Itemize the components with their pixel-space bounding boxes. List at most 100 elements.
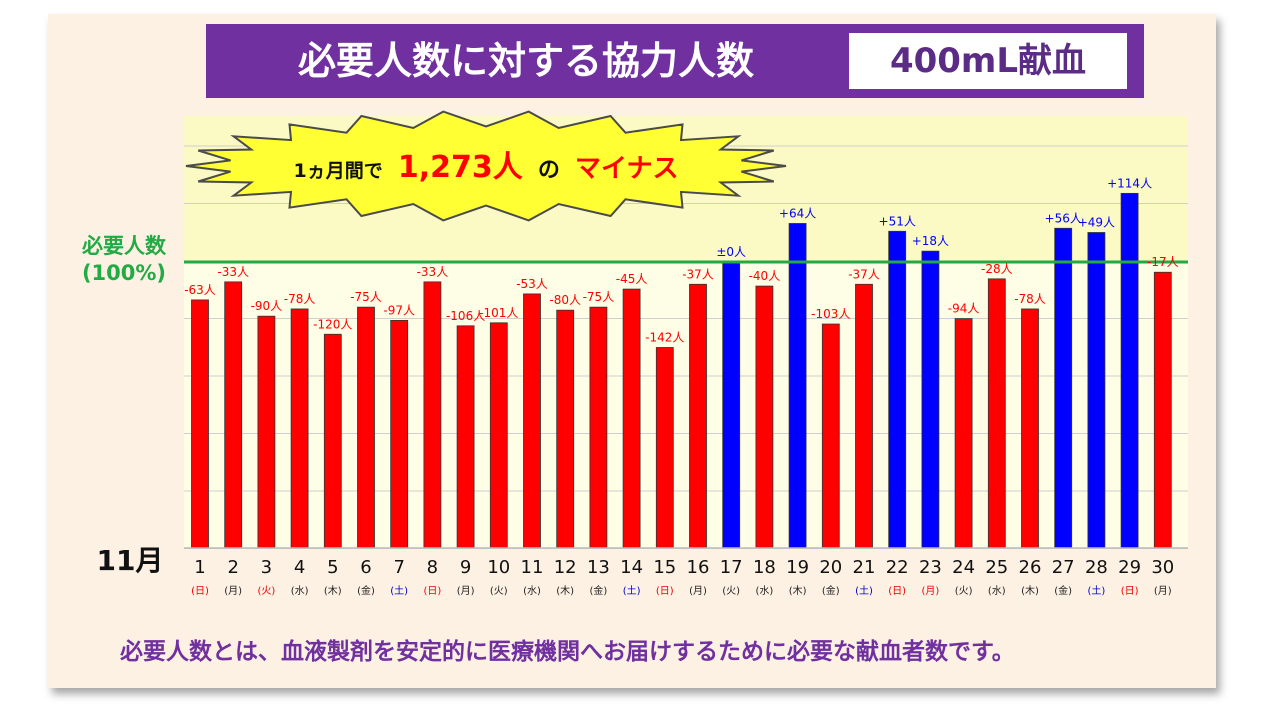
- tick-label: 11: [521, 557, 544, 578]
- page-title: 必要人数に対する協力人数: [297, 39, 754, 83]
- weekday-label: (水): [291, 585, 309, 597]
- weekday-label: (金): [822, 584, 840, 597]
- callout-suffix: マイナス: [575, 154, 678, 184]
- tick-label: 3: [261, 557, 272, 578]
- reference-label-line2: (100%): [82, 261, 166, 285]
- data-label: -28人: [981, 262, 1013, 276]
- tick-label: 23: [919, 557, 942, 578]
- data-label: -53人: [516, 277, 548, 291]
- bar-day-3: [257, 315, 276, 549]
- data-label: -33人: [417, 265, 449, 279]
- weekday-label: (水): [755, 585, 773, 597]
- donation-type-badge: 400mL献血: [849, 33, 1127, 89]
- starburst-callout: 1ヵ月間で 1,273人 の マイナス: [185, 110, 787, 222]
- bar-day-2: [224, 281, 243, 549]
- tick-label: 24: [952, 557, 975, 578]
- bar-day-25: [987, 278, 1006, 549]
- bar-day-26: [1021, 308, 1039, 549]
- tick-label: 13: [587, 557, 610, 578]
- callout-prefix: 1ヵ月間で: [294, 160, 383, 182]
- bar-day-13: [589, 306, 608, 549]
- weekday-label: (土): [1087, 584, 1105, 597]
- tick-label: 27: [1052, 557, 1075, 578]
- month-label: 11月: [97, 544, 164, 577]
- bar-day-27: [1054, 227, 1073, 549]
- tick-label: 28: [1085, 557, 1108, 578]
- data-label: -63人: [184, 283, 216, 297]
- weekday-label: (木): [556, 585, 574, 597]
- tick-label: 8: [427, 557, 438, 578]
- data-label: +64人: [779, 206, 816, 220]
- bar-day-15: [655, 347, 674, 549]
- weekday-label: (日): [191, 586, 209, 597]
- tick-label: 18: [753, 557, 776, 578]
- weekday-label: (日): [1121, 586, 1139, 597]
- bar-day-6: [357, 306, 375, 549]
- bar-day-1: [191, 299, 209, 549]
- weekday-label: (土): [855, 584, 873, 597]
- data-label: -75人: [583, 290, 615, 304]
- tick-label: 6: [360, 557, 371, 578]
- data-label: -17人: [1147, 255, 1179, 269]
- weekday-label: (木): [789, 585, 807, 597]
- tick-label: 19: [786, 557, 809, 578]
- data-label: +56人: [1045, 211, 1082, 225]
- bar-day-24: [954, 318, 973, 549]
- weekday-label: (土): [390, 584, 408, 597]
- data-label: -106人: [446, 309, 485, 323]
- data-label: -75人: [350, 290, 382, 304]
- weekday-label: (月): [457, 585, 475, 597]
- data-label: -40人: [749, 269, 781, 283]
- data-label: -78人: [284, 292, 316, 306]
- bar-day-10: [489, 322, 508, 549]
- bar-day-22: [888, 230, 907, 549]
- weekday-label: (日): [888, 586, 906, 597]
- weekday-label: (月): [689, 585, 707, 597]
- tick-label: 7: [393, 557, 404, 578]
- data-label: -101人: [479, 306, 518, 320]
- data-label: -90人: [251, 299, 283, 313]
- weekday-label: (火): [955, 585, 973, 597]
- bar-day-19: [788, 223, 807, 549]
- weekday-label: (金): [1054, 584, 1072, 597]
- data-label: +114人: [1107, 176, 1152, 190]
- tick-label: 9: [460, 557, 471, 578]
- callout-particle: の: [538, 158, 560, 183]
- weekday-label: (日): [656, 586, 674, 597]
- weekday-label: (火): [490, 585, 508, 597]
- bar-day-8: [423, 281, 442, 549]
- bar-day-11: [523, 293, 541, 549]
- weekday-label: (火): [257, 585, 275, 597]
- tick-label: 14: [620, 557, 643, 578]
- bar-day-28: [1087, 232, 1106, 549]
- tick-label: 26: [1019, 557, 1042, 578]
- data-label: -78人: [1014, 292, 1046, 306]
- data-label: -37人: [682, 267, 714, 281]
- weekday-label: (日): [423, 586, 441, 597]
- data-label: -97人: [383, 303, 415, 317]
- tick-label: 21: [853, 557, 876, 578]
- title-bar: 必要人数に対する協力人数 400mL献血: [206, 24, 1144, 98]
- data-label: -120人: [313, 317, 352, 331]
- bar-day-12: [556, 309, 575, 549]
- data-label: -33人: [217, 265, 249, 279]
- bar-day-16: [689, 283, 707, 549]
- data-label: +18人: [912, 234, 949, 248]
- svg-text:1ヵ月間で 1,273人 の: 1ヵ月間で 1,273人 の マイナス: [294, 150, 679, 185]
- data-label: +51人: [879, 214, 916, 228]
- tick-label: 16: [687, 557, 710, 578]
- callout-amount: 1,273人: [398, 150, 523, 185]
- weekday-label: (土): [623, 584, 641, 597]
- data-label: -103人: [811, 307, 850, 321]
- bar-day-20: [821, 323, 840, 549]
- tick-label: 29: [1118, 557, 1141, 578]
- data-label: -80人: [549, 293, 581, 307]
- weekday-label: (水): [523, 585, 541, 597]
- bar-day-5: [323, 333, 342, 549]
- tick-label: 12: [554, 557, 577, 578]
- tick-label: 30: [1151, 557, 1174, 578]
- data-label: +49人: [1078, 215, 1115, 229]
- weekday-label: (月): [921, 585, 939, 597]
- weekday-label: (月): [224, 585, 242, 597]
